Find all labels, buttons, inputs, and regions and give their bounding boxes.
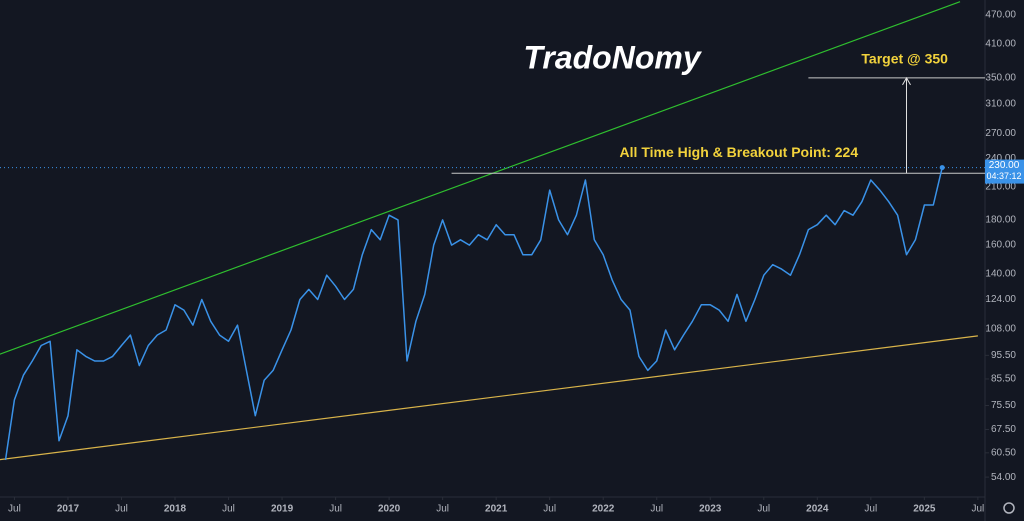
x-tick-label: 2019	[271, 504, 294, 515]
annotation: All Time High & Breakout Point: 224	[620, 144, 859, 160]
x-tick-label: Jul	[757, 504, 770, 515]
price-label-box	[985, 159, 1024, 184]
x-tick-label: 2025	[913, 504, 936, 515]
settings-icon[interactable]	[1003, 502, 1015, 514]
x-tick-label: 2018	[164, 504, 187, 515]
x-tick-label: Jul	[971, 504, 984, 515]
y-tick-label: 140.00	[985, 268, 1016, 279]
x-tick-label: 2024	[806, 504, 829, 515]
x-tick-label: 2017	[57, 504, 80, 515]
x-tick-label: 2022	[592, 504, 615, 515]
y-tick-label: 210.00	[985, 182, 1016, 193]
x-tick-label: Jul	[115, 504, 128, 515]
y-tick-label: 310.00	[985, 98, 1016, 109]
trendline	[0, 1, 961, 355]
y-tick-label: 67.50	[991, 424, 1016, 435]
trendline	[0, 335, 978, 461]
x-tick-label: Jul	[329, 504, 342, 515]
x-tick-label: Jul	[650, 504, 663, 515]
last-point	[939, 165, 945, 171]
x-tick-label: 2020	[378, 504, 401, 515]
plot-area	[0, 1, 985, 461]
x-tick-label: 2021	[485, 504, 508, 515]
price-line	[4, 167, 943, 461]
y-tick-label: 60.50	[991, 447, 1016, 458]
y-tick-label: 54.00	[991, 472, 1016, 483]
y-tick-label: 470.00	[985, 10, 1016, 21]
arrow-head	[902, 76, 911, 86]
logo: TradoNomy	[523, 39, 702, 75]
y-tick-label: 85.50	[991, 374, 1016, 385]
annotation: Target @ 350	[861, 51, 948, 67]
y-tick-label: 75.50	[991, 400, 1016, 411]
y-tick-label: 240.00	[985, 153, 1016, 164]
y-tick-label: 160.00	[985, 240, 1016, 251]
x-tick-label: Jul	[8, 504, 21, 515]
y-tick-label: 410.00	[985, 39, 1016, 50]
y-tick-label: 270.00	[985, 128, 1016, 139]
price-label: 230.00	[989, 160, 1020, 171]
x-tick-label: Jul	[864, 504, 877, 515]
y-tick-label: 180.00	[985, 215, 1016, 226]
y-tick-label: 108.00	[985, 324, 1016, 335]
x-tick-label: Jul	[222, 504, 235, 515]
x-tick-label: Jul	[543, 504, 556, 515]
x-tick-label: 2023	[699, 504, 722, 515]
y-tick-label: 95.50	[991, 350, 1016, 361]
x-tick-label: Jul	[436, 504, 449, 515]
y-tick-label: 350.00	[985, 73, 1016, 84]
y-tick-label: 124.00	[985, 294, 1016, 305]
countdown: 04:37:12	[986, 171, 1021, 181]
